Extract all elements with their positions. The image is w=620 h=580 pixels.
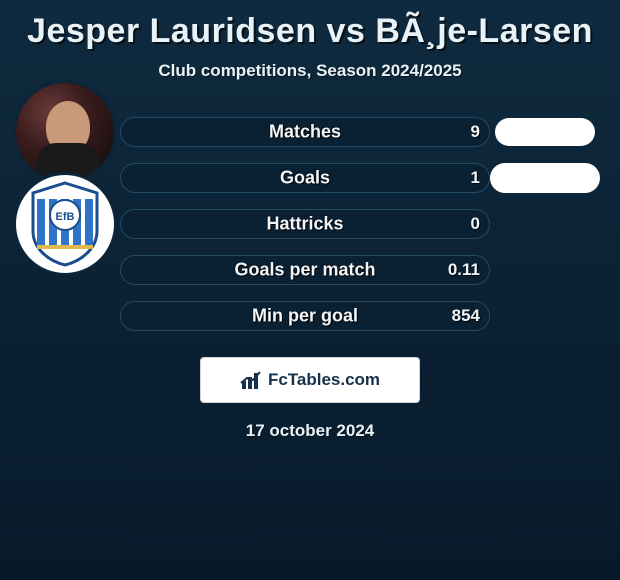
stat-label: Matches: [269, 122, 341, 143]
stat-row-hattricks: EfB Hattricks 0: [0, 201, 620, 247]
stat-row-min-per-goal: Min per goal 854: [0, 293, 620, 339]
right-pill: [495, 118, 595, 146]
stat-bar: Hattricks 0: [120, 209, 490, 239]
avatar-col-left: EfB: [10, 172, 120, 276]
stat-label: Goals: [280, 168, 330, 189]
player2-avatar: EfB: [13, 172, 117, 276]
stat-value-left: 1: [471, 168, 480, 188]
club-crest-icon: EfB: [27, 181, 103, 267]
stat-value-left: 0: [471, 214, 480, 234]
stat-row-matches: Matches 9: [0, 109, 620, 155]
stat-label: Min per goal: [252, 306, 358, 327]
date-label: 17 october 2024: [0, 421, 620, 441]
stat-bar: Matches 9: [120, 117, 490, 147]
right-col: [490, 118, 600, 146]
stat-label: Hattricks: [266, 214, 343, 235]
svg-text:EfB: EfB: [56, 211, 75, 223]
page-title: Jesper Lauridsen vs BÃ¸je-Larsen: [0, 0, 620, 51]
stat-bar: Goals 1: [120, 163, 490, 193]
bar-chart-icon: [240, 369, 262, 391]
right-pill: [490, 163, 600, 193]
fctables-logo[interactable]: FcTables.com: [200, 357, 420, 403]
stat-bar: Goals per match 0.11: [120, 255, 490, 285]
stat-label: Goals per match: [234, 260, 375, 281]
logo-text: FcTables.com: [268, 370, 380, 390]
subtitle: Club competitions, Season 2024/2025: [0, 61, 620, 81]
stat-value-left: 9: [471, 122, 480, 142]
stats-rows: Matches 9 Goals 1: [0, 109, 620, 339]
stat-bar: Min per goal 854: [120, 301, 490, 331]
avatar-col-left: [10, 80, 120, 184]
stat-value-left: 854: [452, 306, 480, 326]
player1-avatar: [13, 80, 117, 184]
right-col: [490, 163, 600, 193]
stat-value-left: 0.11: [448, 260, 480, 280]
